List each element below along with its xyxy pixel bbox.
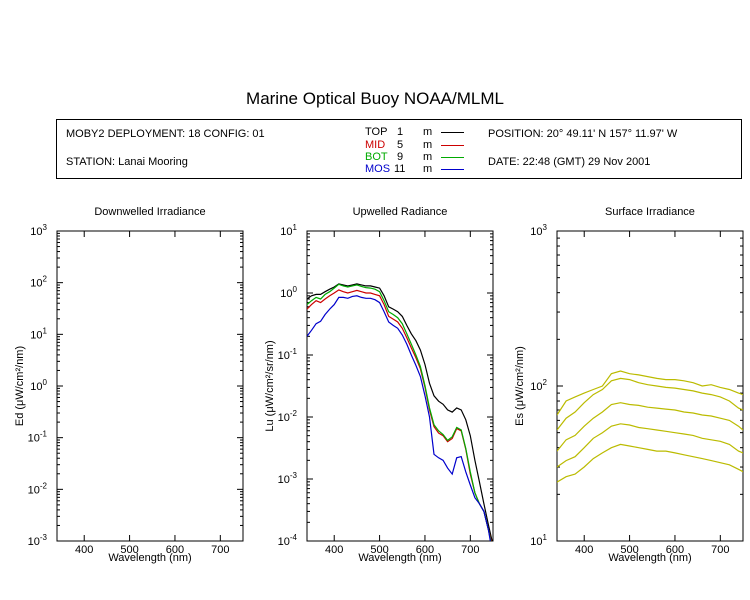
legend-line	[441, 132, 464, 133]
y-tick-label: 10-2	[278, 409, 298, 424]
legend-unit: m	[423, 163, 433, 175]
x-tick-label: 500	[120, 544, 138, 556]
series-line-3	[557, 402, 743, 452]
y-tick-label: 10-3	[28, 533, 48, 548]
legend-label: TOP	[365, 126, 388, 138]
y-tick-label: 10-3	[278, 471, 298, 486]
series-line-mos	[307, 295, 491, 541]
legend-label: BOT	[365, 151, 388, 163]
series-line-bot	[307, 283, 492, 541]
series-line-2	[557, 377, 743, 431]
date-text: DATE: 22:48 (GMT) 29 Nov 2001	[488, 156, 651, 168]
y-axis-label: Es (μW/cm²/nm)	[514, 346, 526, 426]
x-tick-label: 700	[461, 544, 479, 556]
y-tick-label: 101	[30, 326, 47, 341]
series-line-1	[557, 370, 743, 416]
legend-depth: 9	[397, 151, 404, 163]
legend-line	[441, 145, 464, 146]
plot-frame	[306, 230, 494, 542]
legend-unit: m	[423, 139, 433, 151]
x-tick-label: 400	[325, 544, 343, 556]
x-axis-label: Wavelength (nm)	[108, 552, 191, 564]
y-tick-label: 10-2	[28, 481, 48, 496]
plot-frame	[56, 230, 244, 542]
y-tick-label: 10-1	[278, 347, 298, 362]
y-tick-label: 10-4	[278, 533, 298, 548]
y-axis-label: Lu (μW/cm²/sr/nm)	[264, 340, 276, 431]
y-tick-label: 103	[30, 223, 47, 238]
legend-depth: 1	[397, 126, 404, 138]
y-tick-label: 10-1	[28, 430, 48, 445]
legend-depth: 11	[394, 163, 406, 175]
station-text: STATION: Lanai Mooring	[66, 156, 188, 168]
x-tick-label: 700	[711, 544, 729, 556]
chart-downwelled: Downwelled Irradiance 400 500 600 700 Wavelen…	[14, 206, 244, 564]
legend-line	[441, 169, 464, 170]
chart-title: Upwelled Radiance	[353, 206, 448, 218]
page-title: Marine Optical Buoy NOAA/MLML	[246, 89, 504, 108]
chart-surface: Surface Irradiance 400 500 600 700 Wavelength…	[514, 206, 744, 564]
x-tick-label: 600	[166, 544, 184, 556]
y-tick-label: 103	[530, 223, 547, 238]
legend-label: MOS	[365, 163, 391, 175]
y-tick-label: 101	[530, 533, 547, 548]
x-tick-label: 600	[666, 544, 684, 556]
x-tick-label: 500	[370, 544, 388, 556]
info-box: MOBY2 DEPLOYMENT: 18 CONFIG: 01 STATION:…	[56, 119, 742, 179]
series-line-top	[307, 283, 493, 541]
y-tick-label: 101	[280, 223, 297, 238]
x-tick-label: 700	[211, 544, 229, 556]
y-tick-label: 102	[530, 378, 547, 393]
legend-depth: 5	[397, 139, 404, 151]
legend-label: MID	[365, 139, 386, 151]
deployment-text: MOBY2 DEPLOYMENT: 18 CONFIG: 01	[66, 128, 265, 140]
x-axis-label: Wavelength (nm)	[608, 552, 691, 564]
y-tick-label: 100	[280, 285, 297, 300]
y-tick-label: 100	[30, 378, 47, 393]
position-text: POSITION: 20° 49.11' N 157° 11.97' W	[488, 128, 678, 140]
x-tick-label: 600	[416, 544, 434, 556]
x-axis-label: Wavelength (nm)	[358, 552, 441, 564]
chart-title: Downwelled Irradiance	[94, 206, 205, 218]
x-tick-label: 500	[620, 544, 638, 556]
series-line-5	[557, 443, 743, 483]
series-line-4	[557, 423, 743, 468]
x-tick-label: 400	[575, 544, 593, 556]
y-tick-label: 102	[30, 275, 47, 290]
legend-line	[441, 157, 464, 158]
chart-title: Surface Irradiance	[605, 206, 695, 218]
y-axis-label: Ed (μW/cm²/nm)	[14, 346, 26, 426]
legend-unit: m	[423, 151, 433, 163]
legend-unit: m	[423, 126, 433, 138]
chart-upwelled: Upwelled Radiance 400 500 600 700 Wavelength …	[264, 206, 494, 564]
x-tick-label: 400	[75, 544, 93, 556]
